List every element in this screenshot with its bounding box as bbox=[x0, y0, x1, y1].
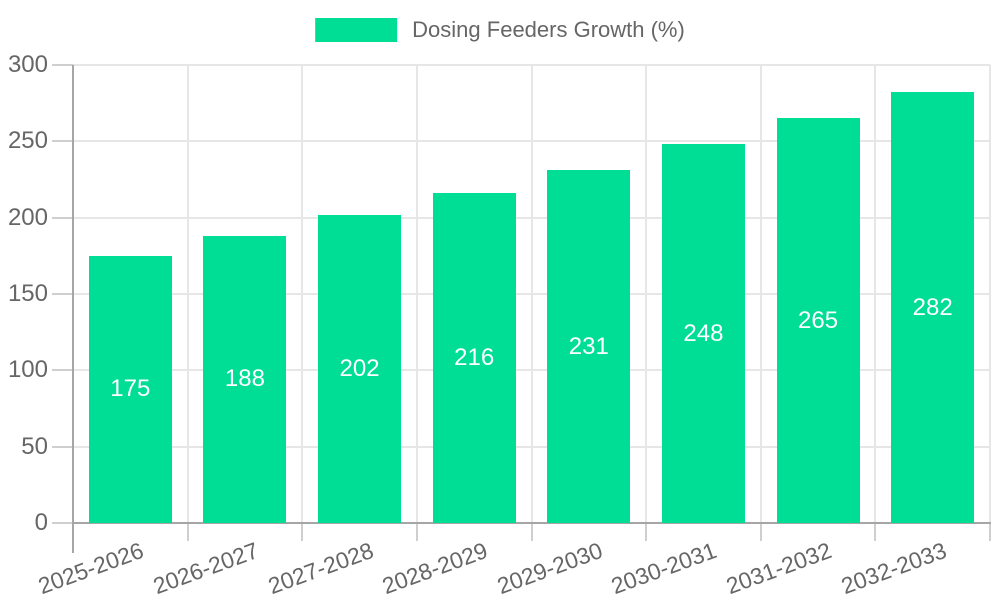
x-tick-7 bbox=[874, 523, 877, 541]
x-axis-label: 2032-2033 bbox=[837, 537, 950, 600]
x-tick-2 bbox=[301, 523, 304, 541]
bar-value-label: 202 bbox=[339, 354, 380, 382]
y-tick-50 bbox=[52, 445, 73, 448]
bar-5[interactable] bbox=[661, 144, 745, 523]
x-axis-label: 2027-2028 bbox=[264, 537, 377, 600]
bar-value-label: 216 bbox=[454, 344, 495, 372]
bar-value-label: 265 bbox=[798, 306, 839, 334]
y-axis-label: 50 bbox=[21, 432, 48, 460]
y-axis-label: 100 bbox=[7, 356, 48, 384]
bar-value-label: 282 bbox=[912, 293, 953, 321]
y-tick-0 bbox=[52, 522, 73, 524]
x-axis-label: 2026-2027 bbox=[149, 537, 262, 600]
x-tick-5 bbox=[645, 523, 648, 541]
x-tick-4 bbox=[530, 523, 533, 541]
y-tick-200 bbox=[52, 216, 73, 219]
y-axis-line bbox=[72, 65, 74, 523]
y-tick-250 bbox=[52, 140, 73, 143]
x-tick-6 bbox=[759, 523, 762, 541]
bar-value-label: 231 bbox=[568, 332, 609, 360]
bar-0[interactable] bbox=[88, 255, 172, 523]
bar-1[interactable] bbox=[203, 235, 287, 523]
y-axis-label: 200 bbox=[7, 203, 48, 231]
y-axis-label: 150 bbox=[7, 280, 48, 307]
x-tick-0 bbox=[72, 523, 74, 553]
v-gridline-2 bbox=[301, 65, 304, 523]
v-gridline-4 bbox=[530, 65, 533, 523]
x-axis-label: 2031-2032 bbox=[722, 537, 835, 600]
bar-2[interactable] bbox=[318, 214, 402, 523]
bar-value-label: 188 bbox=[224, 365, 265, 393]
y-tick-300 bbox=[52, 64, 73, 66]
bar-6[interactable] bbox=[776, 118, 860, 523]
bar-3[interactable] bbox=[432, 193, 516, 523]
v-gridline-7 bbox=[874, 65, 877, 523]
x-axis-line bbox=[72, 522, 991, 524]
x-tick-8 bbox=[989, 523, 991, 541]
x-axis-label: 2030-2031 bbox=[608, 537, 721, 600]
bar-value-label: 175 bbox=[110, 375, 151, 403]
bar-value-label: 248 bbox=[683, 319, 724, 347]
v-gridline-1 bbox=[186, 65, 189, 523]
y-axis-label: 300 bbox=[7, 51, 48, 78]
x-axis-label: 2025-2026 bbox=[34, 537, 148, 600]
x-tick-1 bbox=[186, 523, 189, 541]
legend-swatch bbox=[315, 18, 398, 42]
v-gridline-8 bbox=[989, 65, 991, 523]
bar-4[interactable] bbox=[547, 170, 631, 523]
y-axis-label: 250 bbox=[7, 127, 48, 155]
x-axis-label: 2029-2030 bbox=[493, 537, 606, 600]
v-gridline-6 bbox=[759, 65, 762, 523]
y-tick-150 bbox=[52, 293, 73, 295]
legend-label: Dosing Feeders Growth (%) bbox=[412, 17, 685, 42]
bar-7[interactable] bbox=[891, 92, 975, 523]
y-tick-100 bbox=[52, 369, 73, 372]
y-axis-label: 0 bbox=[34, 509, 48, 536]
x-tick-3 bbox=[415, 523, 418, 541]
legend[interactable]: Dosing Feeders Growth (%) bbox=[315, 17, 685, 43]
v-gridline-3 bbox=[415, 65, 418, 523]
x-axis-label: 2028-2029 bbox=[378, 537, 492, 600]
v-gridline-5 bbox=[645, 65, 648, 523]
